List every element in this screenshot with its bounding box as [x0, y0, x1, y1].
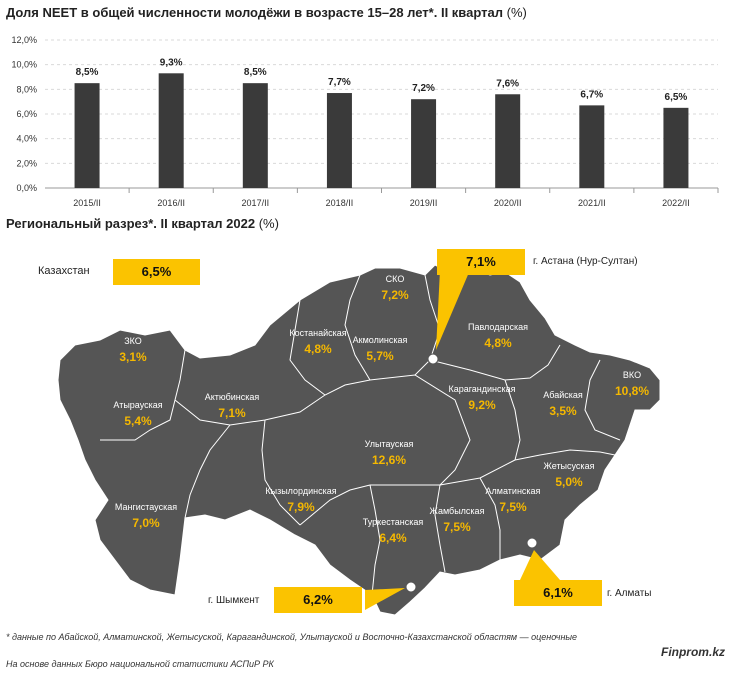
- region-name: ВКО: [623, 370, 641, 380]
- bar: [411, 99, 437, 188]
- region-name: Алматинская: [486, 486, 541, 496]
- x-tick-label: 2021/II: [578, 198, 606, 208]
- y-tick-label: 0,0%: [16, 183, 37, 193]
- region-name: Мангистауская: [115, 502, 177, 512]
- region-name: Жамбылская: [430, 506, 485, 516]
- region-value: 6,4%: [379, 531, 407, 545]
- x-tick-label: 2016/II: [157, 198, 185, 208]
- bar: [158, 73, 184, 188]
- data-label: 7,6%: [496, 78, 519, 89]
- shymkent-value: 6,2%: [274, 587, 362, 613]
- almaty-pin: [526, 537, 538, 549]
- kazakhstan-value: 6,5%: [113, 259, 200, 285]
- region-value: 7,9%: [287, 500, 315, 514]
- region-value: 7,5%: [443, 520, 471, 534]
- chart-title: Доля NEET в общей численности молодёжи в…: [6, 5, 527, 20]
- bar: [579, 105, 605, 188]
- region-name: Кызылординская: [265, 486, 336, 496]
- x-tick-label: 2017/II: [242, 198, 270, 208]
- region-name: Абайская: [543, 390, 583, 400]
- almaty-label: г. Алматы: [607, 588, 652, 599]
- region-name: Павлодарская: [468, 322, 528, 332]
- shymkent-pointer: [365, 588, 405, 610]
- region-value: 7,2%: [381, 288, 409, 302]
- region-name: Костанайская: [289, 328, 346, 338]
- data-label: 6,7%: [580, 89, 603, 100]
- region-value: 5,7%: [366, 349, 394, 363]
- almaty-pointer: [520, 550, 560, 580]
- data-label: 9,3%: [160, 57, 183, 68]
- bar: [326, 93, 352, 188]
- data-label: 7,7%: [328, 77, 351, 88]
- region-name: Туркестанская: [363, 517, 424, 527]
- astana-pin: [427, 353, 439, 365]
- bar: [242, 83, 268, 188]
- map-outline: [57, 264, 661, 616]
- data-label: 8,5%: [244, 67, 267, 78]
- region-value: 12,6%: [372, 453, 406, 467]
- region-name: Акмолинская: [353, 335, 408, 345]
- y-tick-label: 6,0%: [16, 109, 37, 119]
- region-name: Атырауская: [113, 400, 162, 410]
- bar: [495, 94, 521, 188]
- bar: [663, 107, 689, 188]
- bar-chart: 0,0% 2,0% 4,0% 6,0% 8,0% 10,0% 12,0% 8,5% 2015/I…: [11, 35, 719, 208]
- data-label: 6,5%: [665, 92, 688, 103]
- region-name: Карагандинская: [448, 384, 515, 394]
- shymkent-label: г. Шымкент: [208, 595, 260, 606]
- astana-pointer: [436, 270, 470, 350]
- region-name: Актюбинская: [205, 392, 260, 402]
- region-value: 4,8%: [304, 342, 332, 356]
- region-value: 7,1%: [218, 406, 246, 420]
- region-value: 10,8%: [615, 384, 649, 398]
- data-label: 7,2%: [412, 83, 435, 94]
- region-value: 7,5%: [499, 500, 527, 514]
- kazakhstan-label: Казахстан: [38, 265, 90, 277]
- x-tick-label: 2022/II: [662, 198, 690, 208]
- region-name: Улытауская: [365, 439, 414, 449]
- footnote: * данные по Абайской, Алматинской, Жетыс…: [6, 632, 578, 642]
- y-tick-label: 8,0%: [16, 84, 37, 94]
- almaty-value: 6,1%: [514, 580, 602, 606]
- region-name: СКО: [386, 274, 405, 284]
- data-label: 8,5%: [76, 67, 99, 78]
- brand-logo: Finprom.kz: [660, 645, 725, 659]
- regional-title: Региональный разрез*. II квартал 2022 (%…: [6, 216, 279, 231]
- x-tick-label: 2018/II: [326, 198, 354, 208]
- y-tick-label: 4,0%: [16, 134, 37, 144]
- source-note: На основе данных Бюро национальной стати…: [6, 659, 274, 669]
- x-tick-label: 2015/II: [73, 198, 101, 208]
- bar: [74, 83, 100, 188]
- astana-value: 7,1%: [437, 249, 525, 275]
- x-tick-label: 2019/II: [410, 198, 438, 208]
- region-name: ЗКО: [124, 336, 142, 346]
- region-value: 4,8%: [484, 336, 512, 350]
- x-tick-label: 2020/II: [494, 198, 522, 208]
- region-value: 5,0%: [555, 475, 583, 489]
- region-value: 9,2%: [468, 398, 496, 412]
- region-value: 5,4%: [124, 414, 152, 428]
- y-tick-label: 10,0%: [11, 60, 37, 70]
- astana-label: г. Астана (Нур-Султан): [533, 256, 638, 267]
- shymkent-pin: [405, 581, 417, 593]
- y-tick-label: 12,0%: [11, 35, 37, 45]
- y-tick-label: 2,0%: [16, 158, 37, 168]
- region-name: Жетысуская: [544, 461, 595, 471]
- region-value: 3,5%: [549, 404, 577, 418]
- region-value: 7,0%: [132, 516, 160, 530]
- region-value: 3,1%: [119, 350, 147, 364]
